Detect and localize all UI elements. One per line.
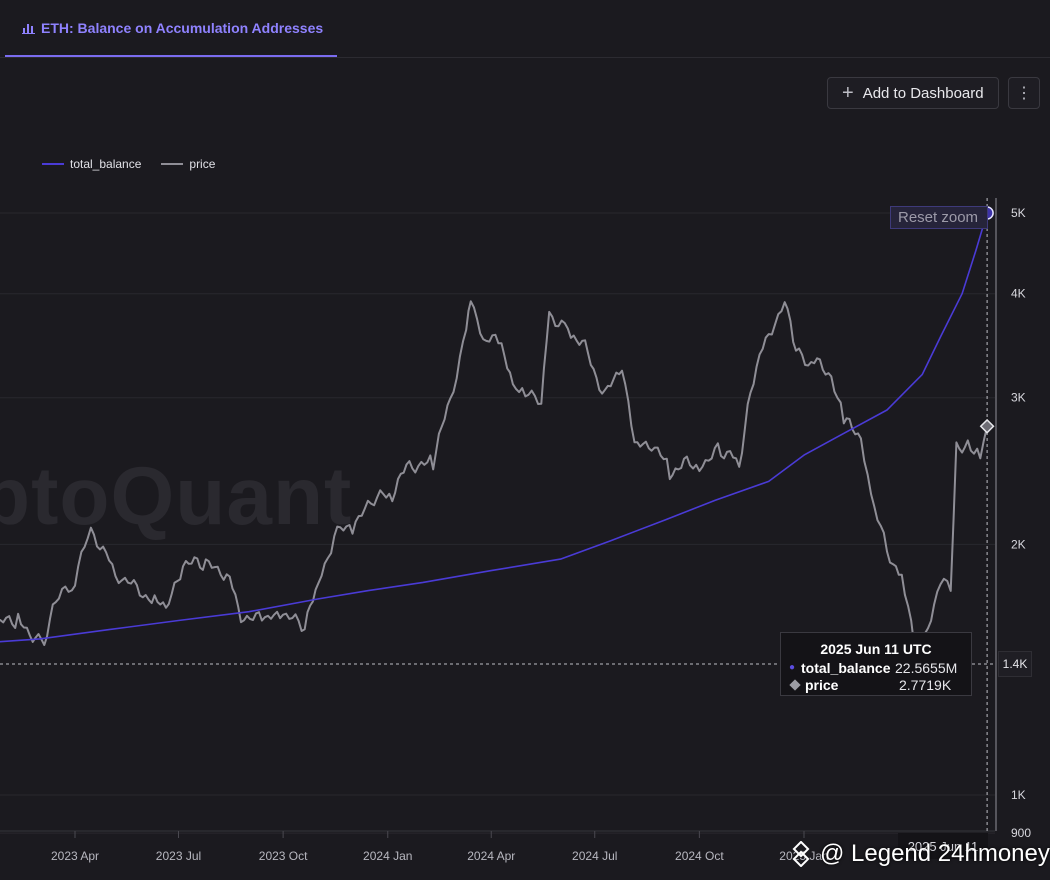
y-tick-label: 3K (1011, 391, 1026, 405)
x-tick-label: 2024 Jan (363, 849, 412, 863)
kebab-menu-icon: ⋮ (1016, 85, 1032, 102)
add-to-dashboard-button[interactable]: + Add to Dashboard (827, 77, 999, 109)
y-tick-label: 5K (1011, 206, 1026, 220)
credit-watermark: @ Legend 24hmoney (788, 840, 1050, 868)
x-tick-label: 2024 Oct (675, 849, 724, 863)
tooltip-dot-icon: ● (789, 662, 796, 673)
tooltip-row-total-balance: ● total_balance 22.5655M (789, 659, 963, 676)
tab-label: ETH: Balance on Accumulation Addresses (41, 19, 324, 36)
x-tick-label: 2023 Jul (156, 849, 201, 863)
legend-swatch-price (161, 163, 184, 165)
tooltip-series-value: 22.5655M (895, 659, 958, 676)
chart-tooltip: 2025 Jun 11 UTC ● total_balance 22.5655M… (780, 632, 972, 696)
legend-swatch-total-balance (42, 163, 64, 165)
x-tick-label: 2024 Jul (572, 849, 617, 863)
tooltip-date: 2025 Jun 11 UTC (820, 641, 932, 657)
tooltip-series-name: price (805, 676, 839, 693)
exchange-logo-icon (792, 841, 810, 867)
y-tick-label: 1K (1011, 788, 1026, 802)
credit-text: @ Legend 24hmoney (820, 840, 1050, 867)
tab-eth-balance[interactable]: ETH: Balance on Accumulation Addresses (5, 0, 337, 57)
legend-item-total-balance[interactable]: total_balance (42, 157, 141, 171)
bar-chart-icon (22, 24, 35, 34)
add-to-dashboard-label: Add to Dashboard (862, 84, 984, 102)
tooltip-row-price: price 2.7719K (789, 676, 963, 693)
crosshair-x-label: 2025 Jun 11 (898, 833, 988, 859)
reset-zoom-button[interactable]: Reset zoom (890, 206, 988, 229)
tooltip-series-value: 2.7719K (899, 676, 952, 693)
price-marker (979, 418, 995, 434)
x-tick-label: 2023 Oct (259, 849, 308, 863)
y-tick-label: 900 (1011, 826, 1031, 840)
legend-label-price: price (189, 157, 216, 171)
chart-legend: total_balance price (42, 157, 235, 171)
watermark: ptoQuant (0, 451, 353, 542)
legend-item-price[interactable]: price (161, 157, 215, 171)
crosshair-y-label: 1.4K (998, 651, 1032, 677)
tooltip-diamond-icon (789, 678, 801, 691)
series-line-price[interactable] (0, 300, 989, 648)
x-tick-label: 2023 Apr (51, 849, 99, 863)
x-tick-label: 2024 Apr (467, 849, 515, 863)
more-options-button[interactable]: ⋮ (1008, 77, 1040, 109)
tooltip-series-name: total_balance (801, 659, 891, 676)
y-tick-label: 2K (1011, 537, 1026, 551)
tab-bar: ETH: Balance on Accumulation Addresses (0, 0, 1050, 58)
y-tick-label: 4K (1011, 287, 1026, 301)
series-line-total-balance[interactable] (0, 212, 988, 644)
plus-icon: + (842, 82, 854, 104)
legend-label-total-balance: total_balance (70, 157, 142, 171)
